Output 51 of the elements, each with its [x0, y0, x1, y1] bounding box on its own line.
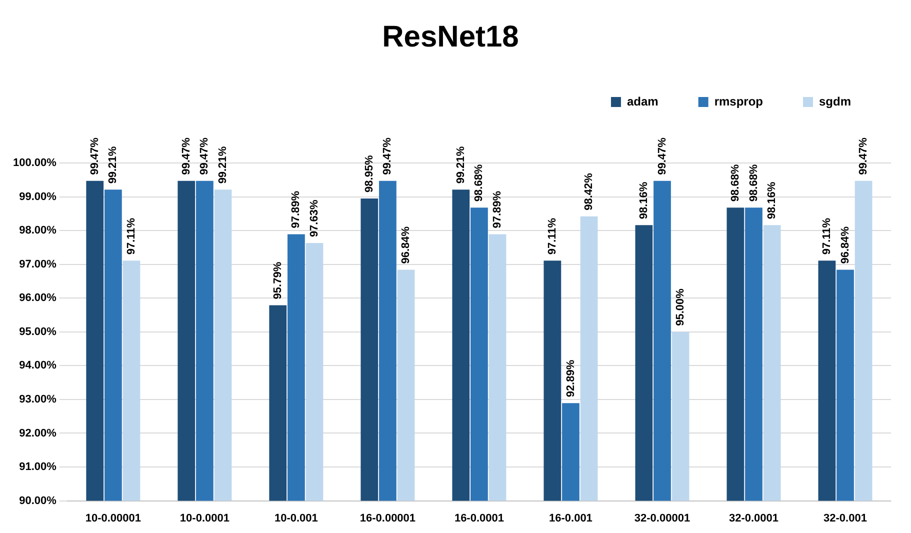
data-label: 92.89%: [564, 360, 577, 398]
y-tick-label: 95.00%: [19, 326, 57, 338]
y-tick-label: 97.00%: [19, 258, 57, 270]
chart-title: ResNet18: [382, 20, 519, 54]
legend-label: adam: [626, 94, 658, 108]
data-label: 98.95%: [363, 154, 376, 192]
x-tick-label: 16-0.001: [549, 512, 592, 524]
data-label: 99.47%: [858, 137, 870, 175]
data-label: 98.16%: [766, 182, 778, 220]
data-label: 99.47%: [656, 137, 668, 175]
data-label: 97.11%: [820, 218, 833, 255]
x-tick-label: 32-0.0001: [728, 512, 779, 524]
data-label: 95.00%: [674, 288, 687, 326]
data-label: 98.42%: [583, 172, 596, 210]
data-label: 98.68%: [473, 164, 486, 202]
data-label: 99.47%: [382, 137, 394, 175]
x-tick-label: 16-0.0001: [454, 512, 504, 524]
data-label: 97.89%: [290, 190, 302, 228]
data-label: 98.68%: [729, 164, 742, 202]
data-label: 99.47%: [180, 137, 192, 175]
x-tick-label: 32-0.001: [824, 512, 867, 524]
y-tick-label: 99.00%: [19, 190, 57, 203]
y-tick-label: 91.00%: [19, 461, 57, 474]
y-tick-label: 90.00%: [19, 494, 57, 507]
data-label: 99.21%: [107, 146, 120, 184]
legend-label: rmsprop: [714, 94, 764, 108]
y-tick-label: 98.00%: [19, 224, 57, 237]
data-label: 98.16%: [638, 182, 650, 220]
y-tick-label: 100.00%: [12, 157, 57, 170]
data-label: 97.89%: [492, 190, 504, 228]
data-label: 98.68%: [748, 164, 760, 202]
y-tick-label: 94.00%: [19, 360, 57, 372]
data-label: 99.47%: [198, 137, 211, 175]
x-tick-label: 10-0.0001: [180, 512, 230, 524]
data-label: 99.47%: [88, 137, 101, 175]
data-label: 97.63%: [308, 200, 321, 238]
data-label: 97.11%: [546, 218, 558, 255]
data-label: 96.84%: [839, 226, 852, 264]
x-tick-label: 10-0.001: [274, 512, 318, 524]
x-tick-label: 32-0.00001: [634, 512, 690, 524]
x-tick-label: 16-0.00001: [360, 512, 416, 524]
legend-label: sgdm: [818, 94, 852, 108]
data-label: 97.11%: [126, 218, 138, 255]
data-label: 95.79%: [272, 262, 284, 300]
data-label: 99.21%: [217, 146, 230, 184]
x-tick-label: 10-0.00001: [85, 512, 142, 524]
data-label: 96.84%: [400, 226, 412, 264]
y-tick-label: 92.00%: [19, 427, 57, 440]
data-label: 99.21%: [454, 146, 467, 184]
y-tick-label: 93.00%: [19, 393, 57, 406]
y-tick-label: 96.00%: [19, 292, 57, 304]
